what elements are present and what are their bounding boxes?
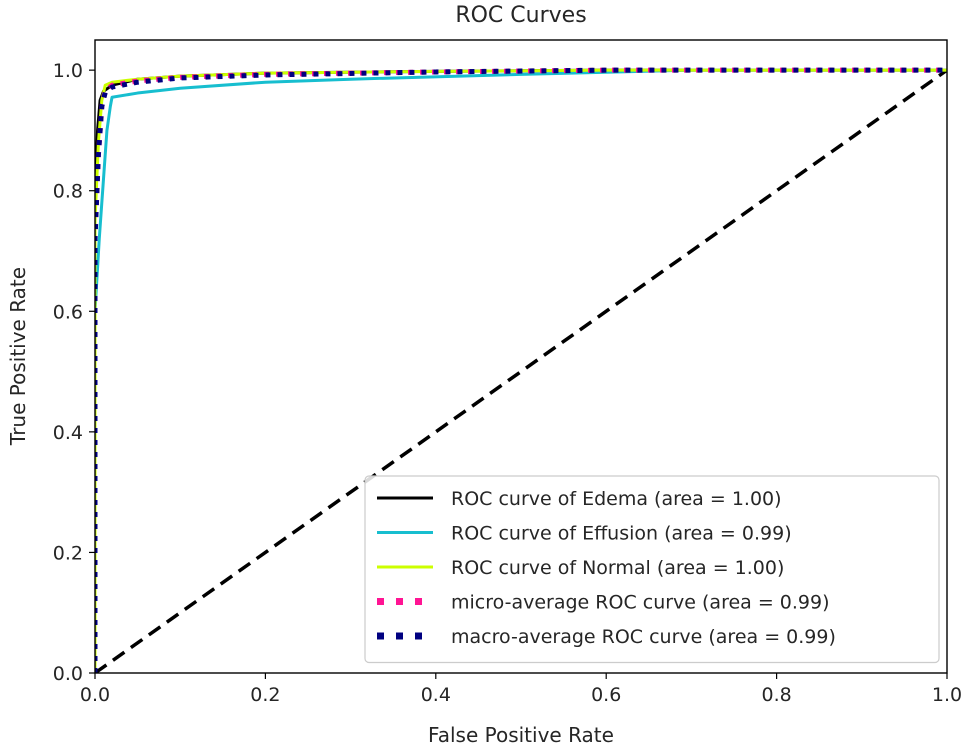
plot-area-frame — [94, 39, 948, 674]
x-axis: 0.0 0.2 0.4 0.6 0.8 1.0 — [80, 673, 962, 706]
legend-box — [364, 475, 940, 664]
legend-label-3: micro-average ROC curve (area = 0.99) — [451, 592, 830, 614]
y-tick-label: 0.4 — [53, 422, 83, 444]
y-tick-label: 0.2 — [53, 542, 83, 564]
reference-diagonal-line — [95, 68, 947, 673]
y-axis-title: True Positive Rate — [6, 267, 30, 446]
y-tick-label: 1.0 — [53, 60, 83, 82]
legend: ROC curve of Edema (area = 1.00) ROC curv… — [364, 475, 940, 664]
y-tick-label: 0.0 — [53, 663, 83, 685]
legend-label-4: macro-average ROC curve (area = 0.99) — [451, 626, 836, 648]
series-line-1 — [95, 68, 947, 673]
x-tick-label: 0.0 — [80, 684, 110, 706]
x-tick-label: 0.2 — [250, 684, 280, 706]
chart-title: ROC Curves — [455, 3, 586, 28]
legend-label-1: ROC curve of Effusion (area = 0.99) — [451, 523, 792, 545]
y-tick-label: 0.8 — [53, 181, 83, 203]
y-tick-label: 0.6 — [53, 301, 83, 323]
x-tick-label: 0.8 — [761, 684, 791, 706]
x-axis-title: False Positive Rate — [428, 723, 614, 747]
series-line-4 — [95, 67, 947, 673]
legend-label-0: ROC curve of Edema (area = 1.00) — [451, 488, 782, 510]
x-tick-label: 0.4 — [421, 684, 451, 706]
x-tick-label: 1.0 — [932, 684, 962, 706]
y-axis: 0.0 0.2 0.4 0.6 0.8 1.0 — [53, 60, 95, 685]
legend-label-2: ROC curve of Normal (area = 1.00) — [451, 557, 784, 579]
x-tick-label: 0.6 — [591, 684, 621, 706]
